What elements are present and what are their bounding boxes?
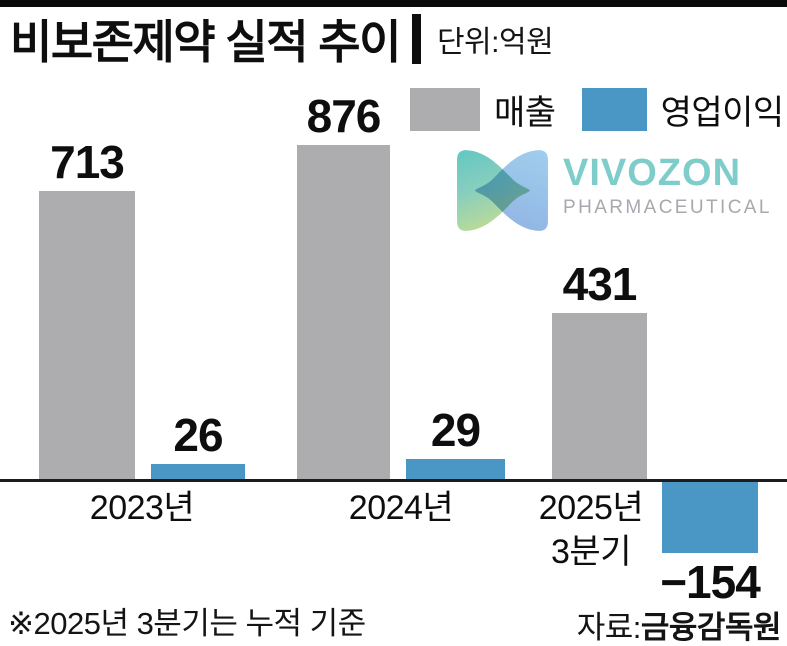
legend-label-profit: 영업이익 bbox=[660, 94, 785, 132]
source-prefix: 자료: bbox=[576, 610, 642, 645]
title-divider bbox=[411, 14, 421, 64]
bar-profit-2023 bbox=[151, 464, 245, 480]
footnote: ※2025년 3분기는 누적 기준 bbox=[8, 606, 366, 641]
vivozon-subtitle: PHARMACEUTICAL bbox=[563, 197, 772, 218]
legend-swatch-revenue bbox=[410, 88, 480, 131]
value-label-revenue-2023: 713 bbox=[50, 136, 125, 188]
source-name: 금융감독원 bbox=[640, 610, 782, 645]
top-rule bbox=[0, 0, 787, 7]
vivozon-logo-icon bbox=[457, 150, 548, 231]
header: 비보존제약 실적 추이 단위:억원 bbox=[10, 12, 554, 68]
value-label-profit-2023: 26 bbox=[173, 409, 223, 461]
bar-revenue-2023 bbox=[39, 191, 135, 480]
bar-profit-2025q3 bbox=[662, 482, 758, 553]
value-label-profit-2025q3: −154 bbox=[660, 556, 761, 608]
page-title: 비보존제약 실적 추이 bbox=[10, 16, 401, 68]
x-axis-line bbox=[0, 479, 787, 482]
value-label-revenue-2025q3: 431 bbox=[562, 258, 638, 310]
x-label-2023: 2023년 bbox=[89, 489, 195, 527]
legend: 매출 영업이익 bbox=[410, 85, 784, 134]
vivozon-logo: VIVOZON PHARMACEUTICAL bbox=[455, 146, 772, 235]
legend-swatch-profit bbox=[581, 88, 647, 131]
x-label-2024: 2024년 bbox=[348, 489, 454, 527]
legend-label-revenue: 매출 bbox=[494, 94, 556, 132]
value-label-revenue-2024: 876 bbox=[306, 90, 382, 142]
unit-label: 단위:억원 bbox=[436, 26, 554, 59]
bar-revenue-2024 bbox=[297, 145, 390, 480]
value-label-profit-2024: 29 bbox=[430, 404, 481, 456]
x-label-2025q3: 2025년 3분기 bbox=[538, 489, 644, 571]
bar-profit-2024 bbox=[406, 459, 505, 480]
vivozon-logo-text: VIVOZON PHARMACEUTICAL bbox=[563, 146, 772, 217]
bar-revenue-2025q3 bbox=[552, 313, 647, 480]
source-credit: 자료:금융감독원 bbox=[576, 602, 782, 646]
vivozon-wordmark: VIVOZON bbox=[563, 152, 742, 194]
